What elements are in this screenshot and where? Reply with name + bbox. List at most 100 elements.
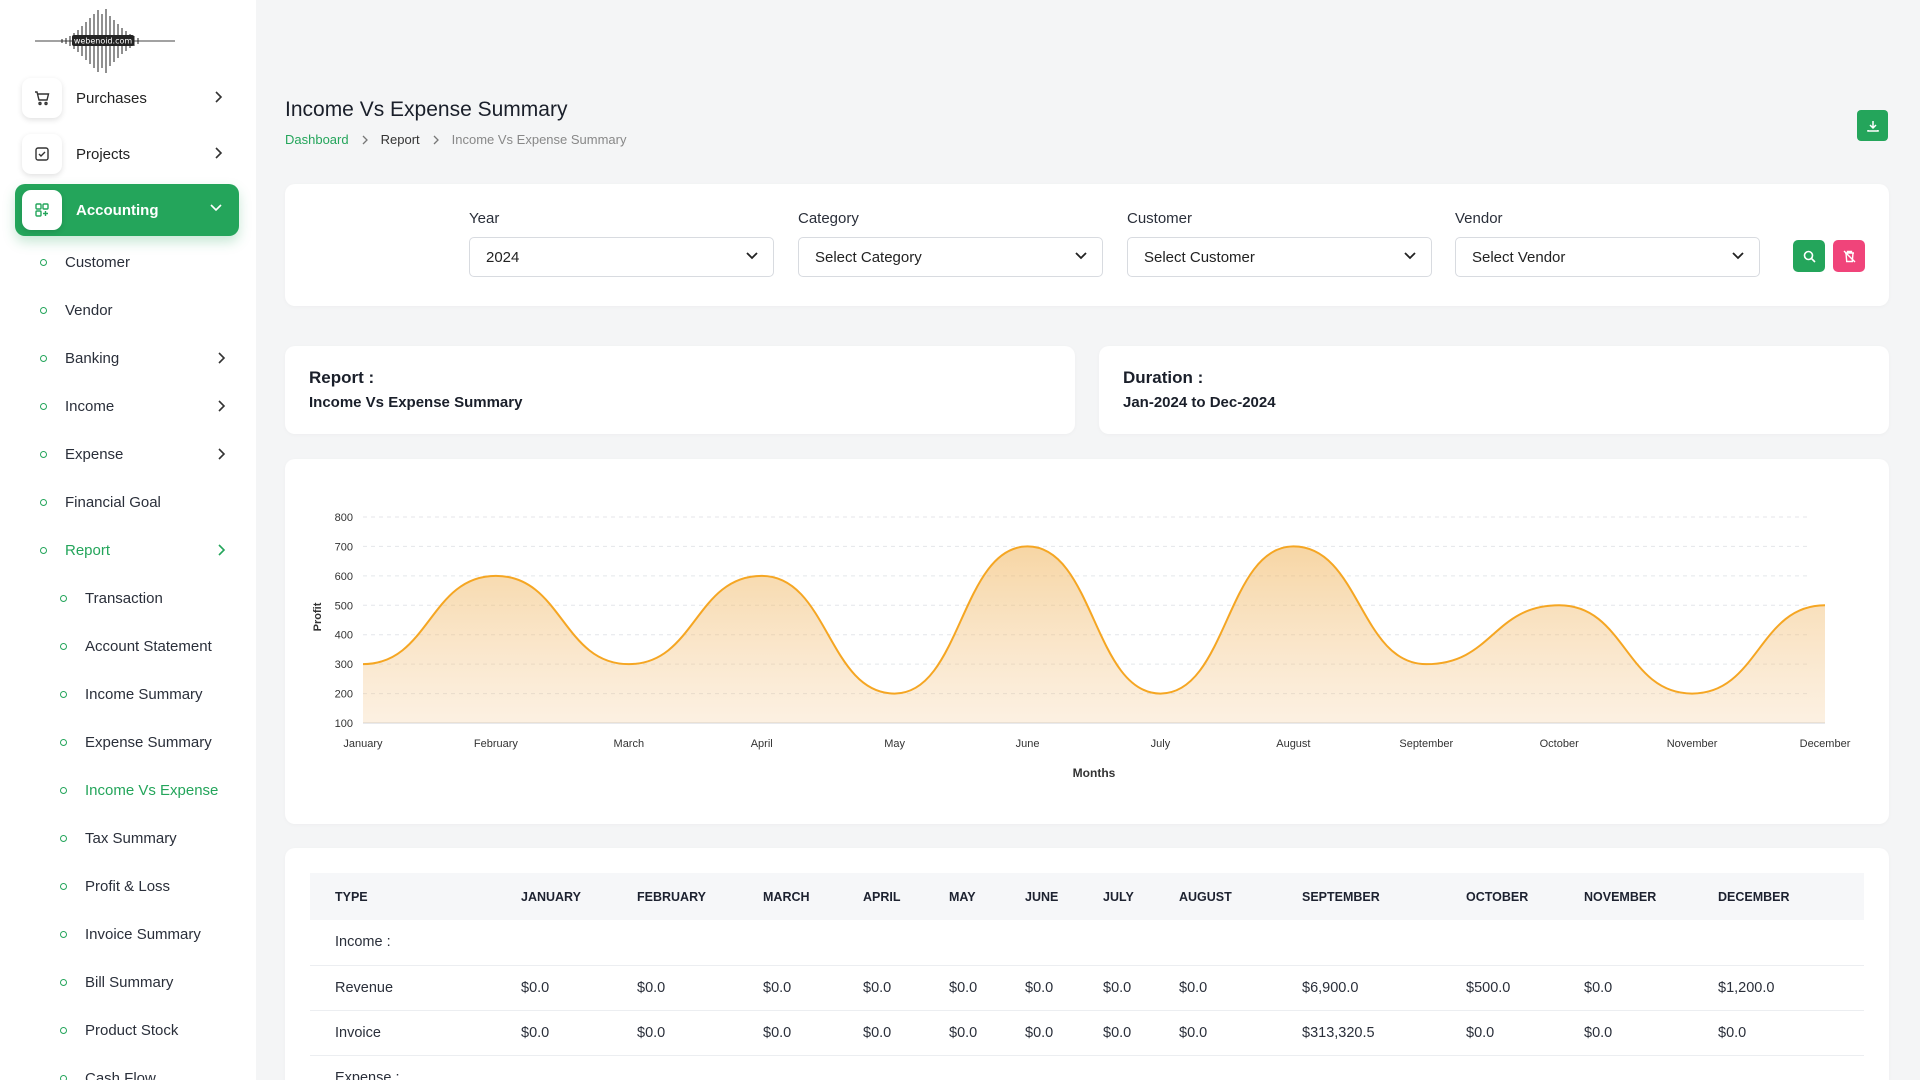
breadcrumb-dashboard[interactable]: Dashboard	[285, 132, 349, 147]
x-tick-label: September	[1399, 738, 1453, 750]
sidebar-item-cash-flow[interactable]: Cash Flow	[60, 1063, 256, 1080]
sidebar-item-label: Customer	[65, 253, 131, 271]
sidebar-item-vendor[interactable]: Vendor	[40, 295, 240, 325]
sidebar-item-income-summary[interactable]: Income Summary	[60, 679, 256, 709]
sidebar-item-purchases[interactable]: Purchases	[15, 72, 239, 124]
sidebar-item-label: Cash Flow	[85, 1069, 156, 1080]
col-september: SEPTEMBER	[1302, 889, 1380, 904]
bullet-icon	[60, 786, 67, 794]
sidebar-item-expense-summary[interactable]: Expense Summary	[60, 727, 256, 757]
sidebar-item-label: Income	[65, 397, 115, 415]
col-november: NOVEMBER	[1584, 889, 1657, 904]
year-value: 2024	[486, 248, 520, 266]
x-tick-label: July	[1151, 738, 1171, 750]
cell-value: $0.0	[496, 1010, 612, 1056]
bullet-icon	[60, 882, 67, 890]
filter-card: Year 2024 Category Select Category Custo…	[285, 184, 1889, 306]
bullet-icon	[40, 546, 47, 554]
sidebar-item-label: Expense	[65, 445, 124, 463]
cell-value: $1,200.0	[1693, 965, 1864, 1011]
sidebar-item-bill-summary[interactable]: Bill Summary	[60, 967, 256, 997]
sidebar-item-account-statement[interactable]: Account Statement	[60, 631, 256, 661]
bullet-icon	[60, 1026, 67, 1034]
report-title: Report :	[309, 368, 375, 387]
y-tick-label: 400	[335, 630, 353, 642]
chevron-down-icon	[210, 204, 222, 212]
sidebar-item-label: Profit & Loss	[85, 877, 171, 895]
summary-table: TYPE JANUARY FEBRUARY MARCH APRIL MAY JU…	[310, 873, 1864, 1080]
sidebar-item-report[interactable]: Report	[40, 535, 240, 565]
category-filter: Category Select Category	[798, 210, 1103, 277]
vendor-select[interactable]: Select Vendor	[1455, 237, 1760, 277]
y-tick-label: 100	[335, 718, 353, 730]
cell-value: $0.0	[612, 1010, 738, 1056]
section-expense-label: Expense :	[310, 1055, 1864, 1080]
sidebar-item-label: Banking	[65, 349, 120, 367]
bullet-icon	[40, 498, 47, 506]
profit-area-chart: 100 200 300 400 500 600 700 800 January February M…	[312, 512, 1851, 780]
x-tick-label: February	[474, 738, 519, 750]
sidebar-item-customer[interactable]: Customer	[40, 247, 240, 277]
bullet-icon	[60, 834, 67, 842]
chevron-right-icon	[218, 352, 226, 364]
bullet-icon	[60, 642, 67, 650]
year-select[interactable]: 2024	[469, 237, 774, 277]
y-tick-label: 700	[335, 541, 353, 553]
chevron-down-icon	[1732, 252, 1744, 260]
cell-value: $313,320.5	[1277, 1010, 1441, 1056]
sidebar-item-accounting[interactable]: Accounting	[15, 184, 239, 236]
bullet-icon	[60, 1074, 67, 1080]
bullet-icon	[40, 450, 47, 458]
profit-area-fill	[363, 546, 1825, 723]
customer-select[interactable]: Select Customer	[1127, 237, 1432, 277]
y-tick-label: 800	[335, 512, 353, 524]
search-icon	[1803, 250, 1816, 263]
sidebar-item-projects[interactable]: Projects	[15, 128, 239, 180]
sidebar-item-income[interactable]: Income	[40, 391, 240, 421]
cell-value: $0.0	[1154, 1010, 1277, 1056]
y-tick-label: 300	[335, 659, 353, 671]
sidebar-item-invoice-summary[interactable]: Invoice Summary	[60, 919, 256, 949]
duration-info-card: Duration : Jan-2024 to Dec-2024	[1099, 346, 1889, 434]
logo[interactable]: webenoid.com	[30, 6, 180, 76]
breadcrumb-current: Income Vs Expense Summary	[451, 132, 627, 147]
reset-filter-button[interactable]	[1833, 240, 1865, 272]
checkbox-icon	[22, 134, 62, 174]
category-select[interactable]: Select Category	[798, 237, 1103, 277]
sidebar-item-income-vs-expense[interactable]: Income Vs Expense	[60, 775, 256, 805]
duration-value: Jan-2024 to Dec-2024	[1123, 394, 1276, 411]
cell-type: Revenue	[310, 965, 496, 1011]
cell-value: $0.0	[924, 965, 1000, 1011]
col-july: JULY	[1103, 889, 1134, 904]
table-section-row: Expense :	[310, 1055, 1864, 1080]
cell-value: $0.0	[1078, 965, 1154, 1011]
col-december: DECEMBER	[1718, 889, 1790, 904]
search-button[interactable]	[1793, 240, 1825, 272]
sidebar-item-product-stock[interactable]: Product Stock	[60, 1015, 256, 1045]
bullet-icon	[60, 930, 67, 938]
customer-value: Select Customer	[1144, 248, 1255, 266]
bullet-icon	[40, 354, 47, 362]
sidebar-item-tax-summary[interactable]: Tax Summary	[60, 823, 256, 853]
bullet-icon	[40, 402, 47, 410]
sidebar-item-expense[interactable]: Expense	[40, 439, 240, 469]
x-tick-label: August	[1276, 738, 1310, 750]
x-tick-label: October	[1540, 738, 1579, 750]
y-tick-label: 200	[335, 689, 353, 701]
cell-value: $0.0	[1078, 1010, 1154, 1056]
download-icon	[1866, 120, 1879, 132]
sidebar-item-label: Projects	[76, 145, 131, 163]
chevron-right-icon	[215, 147, 223, 159]
sidebar-item-profit-loss[interactable]: Profit & Loss	[60, 871, 256, 901]
table-row: Invoice $0.0 $0.0 $0.0 $0.0 $0.0 $0.0 $0…	[310, 1010, 1864, 1056]
sidebar-item-banking[interactable]: Banking	[40, 343, 240, 373]
x-tick-label: May	[884, 738, 905, 750]
summary-table-card: TYPE JANUARY FEBRUARY MARCH APRIL MAY JU…	[285, 848, 1889, 1080]
download-button[interactable]	[1857, 110, 1888, 141]
cell-value: $0.0	[612, 965, 738, 1011]
vendor-label: Vendor	[1455, 210, 1503, 227]
sidebar-item-transaction[interactable]: Transaction	[60, 583, 256, 613]
breadcrumb-report[interactable]: Report	[380, 132, 420, 147]
svg-text:webenoid.com: webenoid.com	[74, 37, 133, 46]
sidebar-item-financial-goal[interactable]: Financial Goal	[40, 487, 240, 517]
